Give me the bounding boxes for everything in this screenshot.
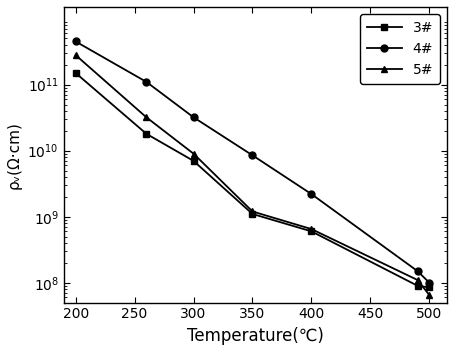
Line: 5#: 5# [72, 52, 433, 298]
5# [427, 293, 432, 297]
4# [191, 115, 196, 119]
5# [309, 227, 314, 231]
3# [143, 132, 149, 136]
4# [250, 153, 255, 157]
5# [73, 53, 79, 57]
3# [250, 212, 255, 216]
4# [143, 80, 149, 84]
3# [309, 229, 314, 233]
X-axis label: Temperature(℃): Temperature(℃) [187, 327, 324, 345]
Y-axis label: ρᵥ(Ω·cm): ρᵥ(Ω·cm) [7, 121, 22, 189]
Legend: 3#, 4#, 5#: 3#, 4#, 5# [360, 14, 440, 84]
Line: 4#: 4# [72, 38, 433, 286]
5# [415, 278, 420, 282]
3# [73, 71, 79, 75]
3# [427, 285, 432, 290]
4# [427, 281, 432, 285]
4# [73, 39, 79, 44]
3# [415, 284, 420, 288]
4# [415, 269, 420, 273]
5# [191, 152, 196, 156]
3# [191, 159, 196, 163]
Line: 3#: 3# [72, 69, 433, 291]
4# [309, 192, 314, 196]
5# [143, 115, 149, 119]
5# [250, 209, 255, 214]
